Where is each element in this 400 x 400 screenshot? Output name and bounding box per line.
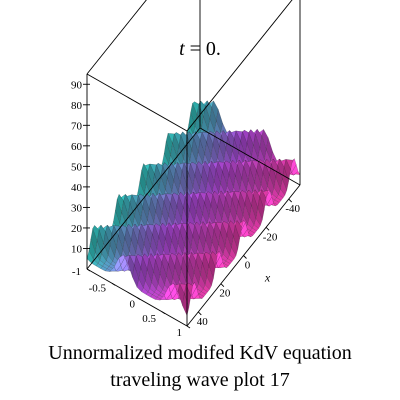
y-axis: -1 -0.5 0 0.5 1 [72,266,191,339]
title-value: = 0. [184,38,221,60]
caption-line-2: traveling wave plot 17 [110,369,290,391]
chart-title: t = 0. [0,38,400,61]
x-tick [220,283,225,288]
z-tick-label: 90 [71,79,83,91]
x-tick [265,226,270,231]
x-axis: -40 -20 0 20 40 x [197,198,301,328]
x-tick-label: 0 [245,260,251,272]
y-tick-label: 1 [177,327,183,339]
box-edge [86,127,201,270]
x-tick-label: 20 [219,288,231,300]
y-tick-label: -0.5 [89,282,107,294]
figure-caption: Unnormalized modifed KdV equation travel… [0,340,400,394]
y-tick [186,325,191,329]
z-tick-label: 80 [71,100,83,112]
z-tick-label: 20 [71,223,83,235]
z-tick-label: 50 [71,161,83,173]
z-axis: 10 20 30 40 50 60 70 80 90 [71,79,90,255]
z-tick-label: 70 [71,120,83,132]
caption-line-1: Unnormalized modifed KdV equation [48,342,352,364]
x-tick-label: -40 [285,203,300,215]
x-axis-label: x [264,271,271,285]
x-tick [197,311,202,316]
z-tick-label: 30 [71,202,83,214]
box-edge [86,0,147,75]
title-variable: t [179,38,185,60]
x-tick [288,198,293,203]
y-tick [86,268,91,272]
box-edge [186,0,293,132]
box-edge [86,73,188,132]
x-tick-label: -20 [263,231,278,243]
z-tick-label: 60 [71,141,83,153]
x-tick-label: 40 [197,316,209,328]
z-tick-label: 10 [71,243,83,255]
y-tick [136,297,141,300]
wave-surface [86,100,301,317]
x-tick [243,255,247,259]
y-tick-label: -1 [72,266,81,278]
box-edge [199,127,301,186]
y-tick-label: 0 [130,299,136,311]
y-tick [161,311,166,315]
y-tick-label: 0.5 [142,313,156,325]
y-tick [111,282,116,286]
z-tick-label: 40 [71,182,83,194]
